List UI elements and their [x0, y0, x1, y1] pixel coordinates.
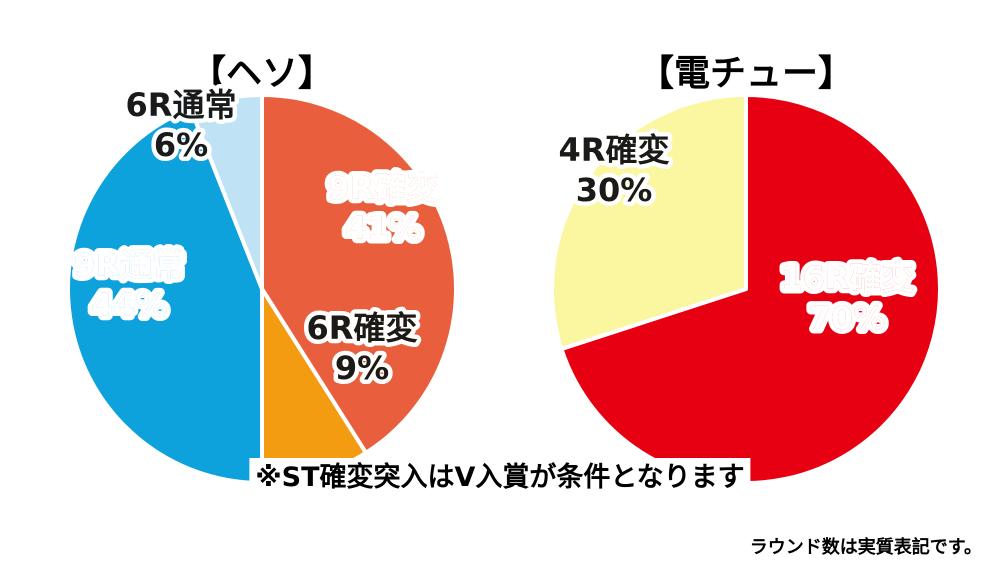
- slice-value: 30%: [576, 171, 653, 209]
- slice-label-halo: 9R通常: [74, 246, 185, 284]
- chart-title-heso: 【ヘソ】: [189, 53, 335, 94]
- slice-label: 6R確変: [307, 309, 418, 347]
- slice-value-halo: 70%: [809, 299, 886, 337]
- slice-label-halo: 9R確変: [328, 169, 439, 207]
- slice-label: 6R通常: [126, 86, 237, 124]
- slice-label: 9R通常: [74, 246, 185, 284]
- pie1-slice-4: [188, 93, 264, 291]
- pie1-slice-3: [66, 106, 264, 485]
- slice-value-halo: 6%: [154, 126, 208, 164]
- slice-value: 44%: [91, 286, 168, 324]
- slice-label-halo: 4R確変: [559, 131, 670, 169]
- slice-value-halo: 44%: [91, 286, 168, 324]
- slice-value: 6%: [154, 126, 208, 164]
- slice-label: 4R確変: [559, 131, 670, 169]
- slice-label-halo: 6R通常: [126, 86, 237, 124]
- slice-value-halo: 9%: [335, 349, 389, 387]
- slice-value: 70%: [809, 299, 886, 337]
- slice-label-halo: 16R確変: [780, 259, 913, 297]
- pie2-slice-1: [559, 93, 942, 485]
- chart-title-denchu: 【電チュー】: [637, 53, 855, 94]
- slice-value-halo: 30%: [576, 171, 653, 209]
- slice-label: 16R確変: [780, 259, 913, 297]
- slice-value: 41%: [345, 209, 422, 247]
- slice-value: 9%: [335, 349, 389, 387]
- round-footnote: ラウンド数は実質表記です。: [749, 537, 982, 558]
- condition-note: ※ST確変突入はV入賞が条件となります: [249, 458, 751, 498]
- slice-label-halo: 6R確変: [307, 309, 418, 347]
- pie2-slice-2: [550, 93, 748, 351]
- slice-label: 9R確変: [328, 169, 439, 207]
- slice-value-halo: 41%: [345, 209, 422, 247]
